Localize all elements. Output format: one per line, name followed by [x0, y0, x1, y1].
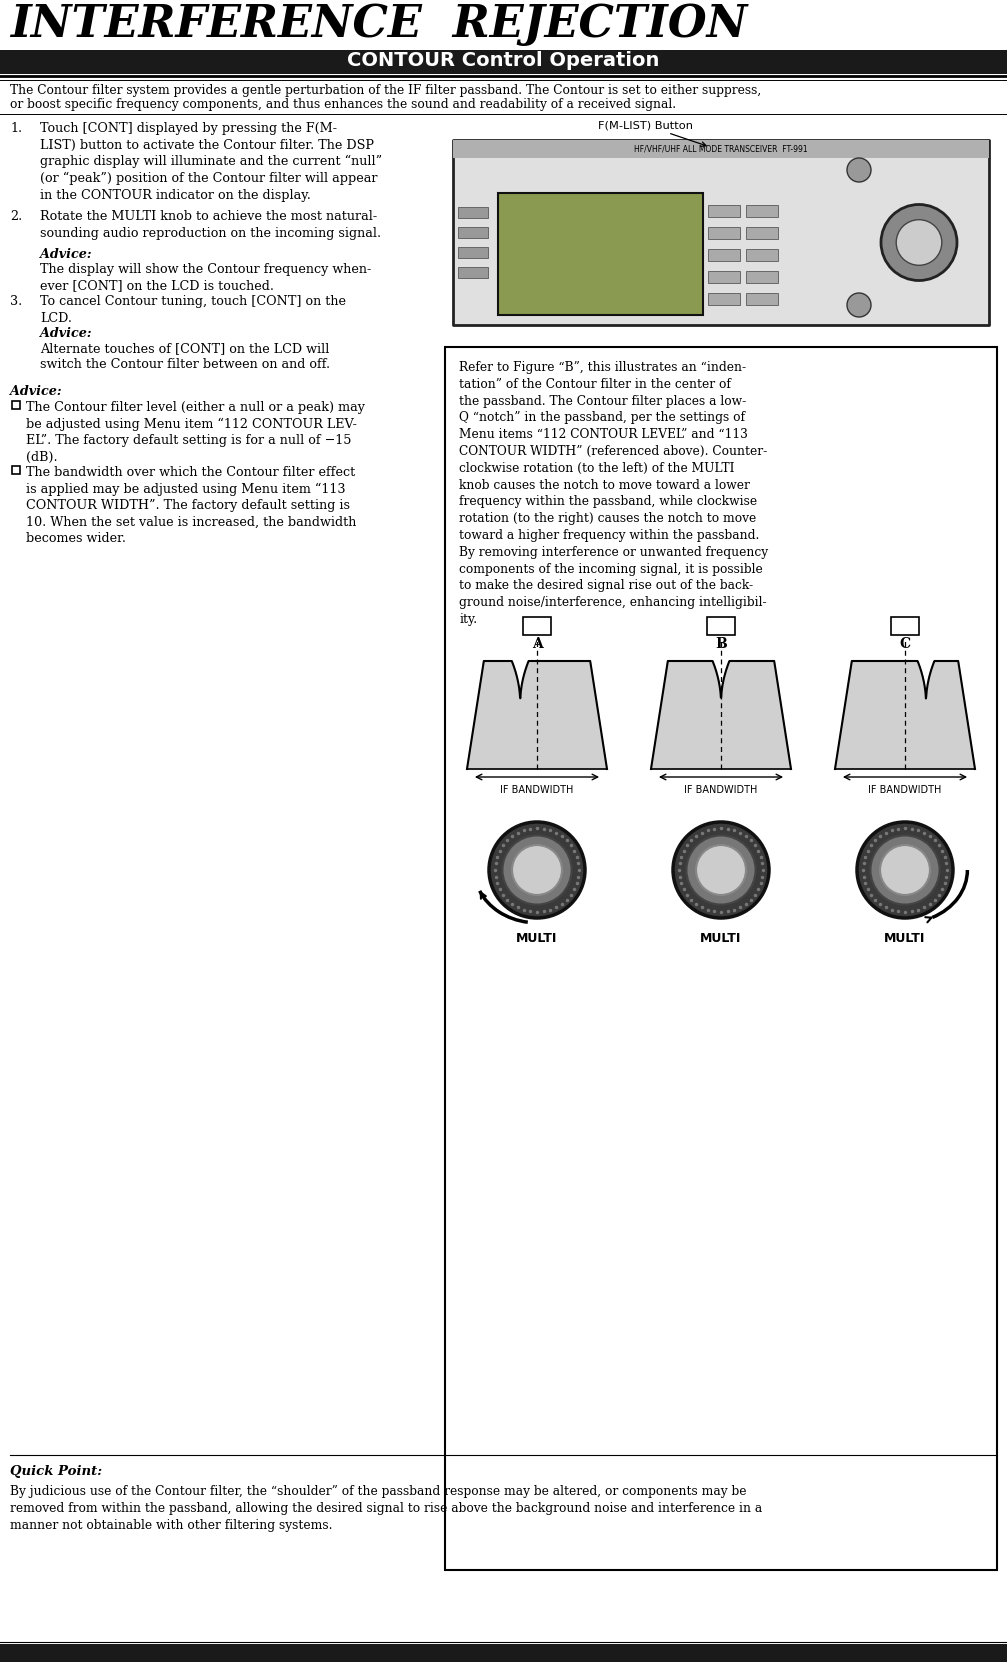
- Bar: [453, 139, 989, 324]
- Text: or boost specific frequency components, and thus enhances the sound and readabil: or boost specific frequency components, …: [10, 97, 676, 111]
- Text: C: C: [899, 637, 910, 650]
- Bar: [746, 270, 778, 282]
- Circle shape: [857, 822, 953, 917]
- Bar: [498, 193, 703, 314]
- Circle shape: [880, 845, 929, 895]
- Bar: [746, 227, 778, 239]
- Circle shape: [881, 205, 957, 281]
- Circle shape: [687, 835, 755, 904]
- Text: Advice:: Advice:: [40, 249, 92, 260]
- Circle shape: [512, 845, 562, 895]
- Bar: [891, 617, 919, 635]
- Bar: [12, 402, 20, 408]
- Circle shape: [696, 845, 746, 895]
- Text: 1.: 1.: [10, 123, 22, 134]
- Text: F(M-LIST) Button: F(M-LIST) Button: [597, 119, 706, 146]
- Circle shape: [847, 292, 871, 318]
- Text: Advice:: Advice:: [10, 385, 61, 398]
- Text: Advice:: Advice:: [40, 328, 92, 339]
- Text: HF/VHF/UHF ALL MODE TRANSCEIVER  FT-991: HF/VHF/UHF ALL MODE TRANSCEIVER FT-991: [634, 144, 808, 153]
- Text: The display will show the Contour frequency when-
ever [CONT] on the LCD is touc: The display will show the Contour freque…: [40, 264, 372, 292]
- Text: I​NTERFERENCE  R​EJECTION: I​NTERFERENCE R​EJECTION: [10, 3, 747, 45]
- Polygon shape: [651, 660, 792, 769]
- Bar: [0, 50, 1007, 74]
- Bar: [708, 292, 740, 306]
- Circle shape: [502, 835, 572, 904]
- Bar: [708, 270, 740, 282]
- Text: MULTI: MULTI: [700, 932, 742, 944]
- Text: Refer to Figure “B”, this illustrates an “inden-
tation” of the Contour filter i: Refer to Figure “B”, this illustrates an…: [459, 361, 768, 627]
- Text: Quick Point:: Quick Point:: [10, 1465, 102, 1478]
- Polygon shape: [835, 660, 975, 769]
- Bar: [458, 247, 488, 259]
- Bar: [746, 249, 778, 260]
- Bar: [746, 292, 778, 306]
- Text: 2.: 2.: [10, 210, 22, 223]
- Bar: [458, 267, 488, 277]
- Bar: [453, 139, 989, 158]
- Text: The bandwidth over which the Contour filter effect
is applied may be adjusted us: The bandwidth over which the Contour fil…: [26, 465, 356, 546]
- Bar: [523, 617, 551, 635]
- Text: The Contour filter level (either a null or a peak) may
be adjusted using Menu it: The Contour filter level (either a null …: [26, 402, 365, 464]
- Bar: [458, 227, 488, 239]
- Text: IF BANDWIDTH: IF BANDWIDTH: [685, 785, 757, 795]
- Text: MULTI: MULTI: [517, 932, 558, 944]
- Bar: [746, 205, 778, 217]
- Text: Alternate touches of [CONT] on the LCD will
switch the Contour filter between on: Alternate touches of [CONT] on the LCD w…: [40, 343, 330, 371]
- Polygon shape: [467, 660, 607, 769]
- Text: By judicious use of the Contour filter, the “shoulder” of the passband response : By judicious use of the Contour filter, …: [10, 1485, 762, 1532]
- Bar: [445, 348, 997, 1571]
- Text: IF BANDWIDTH: IF BANDWIDTH: [500, 785, 574, 795]
- Bar: [708, 249, 740, 260]
- Bar: [708, 227, 740, 239]
- Bar: [708, 205, 740, 217]
- Bar: [12, 465, 20, 474]
- Text: B: B: [715, 637, 727, 650]
- Text: Rotate the MULTI knob to achieve the most natural-
sounding audio reproduction o: Rotate the MULTI knob to achieve the mos…: [40, 210, 381, 240]
- Circle shape: [673, 822, 769, 917]
- Circle shape: [489, 822, 585, 917]
- Circle shape: [870, 835, 940, 904]
- Circle shape: [896, 220, 942, 265]
- Text: The Contour filter system provides a gentle perturbation of the IF filter passba: The Contour filter system provides a gen…: [10, 84, 761, 97]
- Bar: [707, 617, 735, 635]
- Circle shape: [847, 158, 871, 181]
- Text: Touch [CONT] displayed by pressing the F(M-
LIST) button to activate the Contour: Touch [CONT] displayed by pressing the F…: [40, 123, 382, 202]
- Text: 3.: 3.: [10, 296, 22, 307]
- Text: CONTOUR Control Operation: CONTOUR Control Operation: [346, 50, 660, 69]
- Text: To cancel Contour tuning, touch [CONT] on the
LCD.: To cancel Contour tuning, touch [CONT] o…: [40, 296, 346, 324]
- Bar: [458, 207, 488, 218]
- Bar: [0, 1645, 1007, 1662]
- Text: IF BANDWIDTH: IF BANDWIDTH: [868, 785, 942, 795]
- Text: MULTI: MULTI: [884, 932, 925, 944]
- Text: A: A: [532, 637, 543, 650]
